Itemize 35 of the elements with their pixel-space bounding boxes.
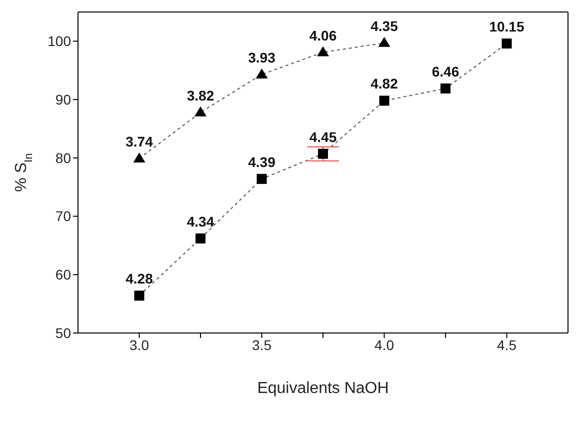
annotation: 4.06 [309,27,337,44]
annotation: 4.45 [309,128,337,145]
point [379,96,390,106]
annotation: 6.46 [432,63,460,80]
x-tick-label: 4.5 [497,336,517,353]
point [317,46,329,56]
annotation: 3.82 [186,87,214,104]
y-tick-label: 100 [48,33,72,50]
y-tick-label: 50 [55,324,72,341]
point [256,174,267,184]
point [440,83,450,94]
x-tick-label: 4.0 [374,336,394,353]
point [133,152,146,162]
point [502,38,512,49]
x-tick-label: 3.5 [252,336,272,353]
annotation: 10.15 [489,18,524,35]
annotation: 4.39 [248,154,276,170]
annotation: 3.93 [248,49,276,66]
annotation: 4.34 [186,213,214,230]
point [196,233,206,244]
point [318,148,328,159]
point [134,290,144,301]
annotation: 4.35 [370,18,398,34]
annotation: 4.82 [370,76,398,92]
x-tick-label: 3.0 [130,336,150,353]
y-tick-label: 80 [55,150,72,166]
y-tick-label: 70 [55,208,72,224]
annotation: 4.28 [126,270,154,287]
point [194,106,206,116]
y-tick-label: 90 [55,92,72,108]
y-tick-label: 60 [55,266,72,283]
x-axis-title: Equivalents NaOH [257,380,389,397]
point [256,68,268,78]
point [378,36,390,47]
annotation: 3.74 [126,133,154,150]
